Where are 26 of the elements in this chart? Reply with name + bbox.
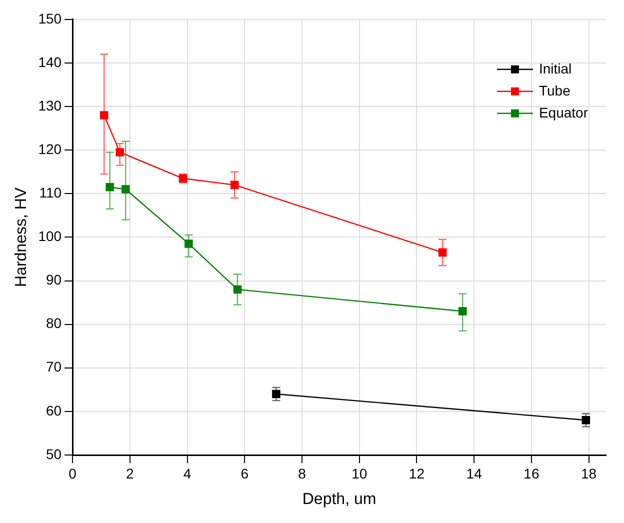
y-tick-label: 140 xyxy=(38,54,62,70)
x-tick-label: 12 xyxy=(408,465,425,482)
x-tick-label: 4 xyxy=(183,465,192,482)
y-tick-label: 60 xyxy=(46,402,62,418)
x-tick-label: 8 xyxy=(298,465,306,482)
legend-label: Equator xyxy=(538,104,588,120)
x-tick-label: 18 xyxy=(581,465,597,482)
y-axis-title: Hardness, HV xyxy=(13,187,30,287)
y-tick-label: 110 xyxy=(39,184,62,200)
y-tick-label: 70 xyxy=(46,358,62,375)
y-tick-label: 130 xyxy=(38,97,62,114)
legend-label: Tube xyxy=(538,82,571,98)
x-tick-label: 2 xyxy=(126,465,134,482)
legend-label: Initial xyxy=(538,60,572,76)
y-tick-label: 80 xyxy=(46,315,62,332)
x-tick-label: 6 xyxy=(240,465,249,482)
x-tick-label: 14 xyxy=(466,465,482,482)
y-tick-label: 50 xyxy=(46,446,62,462)
x-tick-label: 10 xyxy=(352,465,368,482)
y-tick-label: 150 xyxy=(38,10,62,26)
y-tick-label: 120 xyxy=(38,140,62,157)
x-tick-label: 0 xyxy=(68,465,77,482)
y-tick-label: 100 xyxy=(38,228,62,244)
y-tick-label: 90 xyxy=(46,272,62,288)
x-tick-label: 16 xyxy=(524,465,540,482)
x-axis-title: Depth, um xyxy=(302,490,376,508)
